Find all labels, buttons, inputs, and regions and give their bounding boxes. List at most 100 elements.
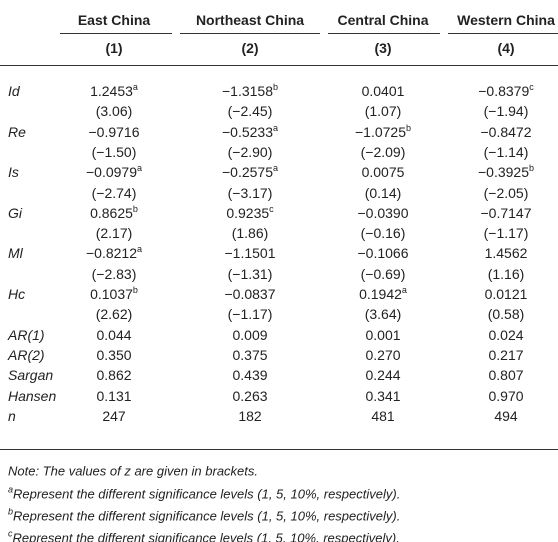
footnote-mark: a [8,484,14,495]
row-label: Hc [8,286,26,302]
row-label: AR(1) [8,326,45,343]
significance-mark: b [132,203,138,214]
row-label: n [8,407,16,424]
row-label: Hansen [8,387,57,404]
cell-value: 0.350 [96,346,132,363]
cell: (−2.09) [361,144,406,160]
cell: (1.07) [365,103,402,119]
header-bottom-rule [0,65,558,66]
cell-value: (2.17) [95,225,133,242]
cell-value: (−2.45) [227,103,273,120]
cell: −0.0837 [225,286,276,302]
cell-value: −0.5233 [221,123,273,140]
cell: −0.3925b [477,163,535,181]
cell: −0.0390 [358,205,409,221]
cell: (−2.45) [228,103,273,119]
column-number: (3) [374,40,392,56]
cell-value: 1.2453 [90,83,133,99]
cell: 0.1037b [90,285,138,303]
cell: (−0.16) [361,225,406,241]
cell: (−2.74) [92,185,137,201]
cell-value: (−1.50) [91,143,137,160]
cell: 1.2453a [90,83,138,100]
column-header: Northeast China [195,12,305,28]
cell: 0.009 [232,327,267,343]
cell-value: 0.217 [488,346,524,363]
cell-value: (−2.83) [91,265,137,282]
cell-value: −0.8212 [85,245,137,262]
column-number: (1) [105,40,123,56]
cell: −0.2575a [221,163,279,181]
cell-value: 0.0075 [361,164,405,181]
column-number: (4) [497,40,515,56]
footnote: aRepresent the different significance le… [8,484,401,502]
cell: 0.0121 [485,286,528,302]
cell: −0.8212a [85,244,143,262]
footnote-mark: b [8,506,14,517]
cell: −1.0725b [354,122,412,140]
significance-mark: b [528,163,535,174]
cell: 0.263 [232,388,267,404]
cell-value: 1.4562 [484,245,528,262]
cell-value: −0.3925 [477,164,529,181]
cell-value: (2.62) [95,306,133,323]
cell: (−3.17) [228,185,273,201]
cell-value: (−1.14) [483,143,529,160]
cell-value: (−2.90) [227,143,273,160]
row-label: Is [8,164,19,181]
cell: (2.17) [96,225,133,241]
footnote: bRepresent the different significance le… [8,506,400,524]
cell-value: 0.0401 [361,83,405,99]
cell-value: 0.1942 [359,286,402,302]
cell-value: −0.8379 [478,83,530,99]
cell-value: (1.16) [487,265,525,282]
cell: 247 [102,408,125,424]
significance-mark: a [401,285,407,295]
header-rule [448,33,558,34]
cell: (−1.17) [484,225,529,241]
cell-value: −0.8472 [480,123,532,140]
column-header: East China [77,12,151,28]
significance-mark: a [136,244,143,255]
cell-value: (−2.74) [91,184,137,201]
cell: 0.244 [365,367,400,383]
cell-value: 247 [102,407,126,424]
cell: 1.4562 [485,245,528,261]
cell-value: (1.86) [231,225,269,242]
cell-value: (−2.05) [483,184,529,201]
cell-value: (−0.69) [360,265,406,282]
cell-value: −1.0725 [354,123,406,140]
cell-value: 0.9235 [226,204,270,221]
column-header: Western China [457,12,555,28]
cell-value: −0.9716 [88,123,140,140]
cell: 0.862 [96,367,131,383]
significance-mark: b [405,122,412,133]
cell-value: 0.044 [96,326,132,343]
cell: (1.86) [232,225,269,241]
cell: 0.807 [488,367,523,383]
significance-mark: a [272,163,279,174]
significance-mark: b [272,82,279,92]
significance-mark: b [132,285,138,295]
cell: 0.9235c [226,204,273,221]
cell: −0.9716 [89,124,140,140]
cell: (−2.90) [228,144,273,160]
cell: 0.217 [488,347,523,363]
cell-value: −0.0390 [357,204,409,221]
cell-value: −0.1066 [357,245,409,262]
cell-value: 0.009 [232,326,268,343]
cell: 481 [371,408,394,424]
row-label: Ml [8,245,23,262]
footnote-text: Represent the different significance lev… [13,486,401,502]
cell-value: 0.263 [232,387,268,404]
cell-value: −0.2575 [221,164,273,181]
cell-value: 0.439 [232,367,268,384]
cell: −1.1501 [225,245,276,261]
cell-value: (−1.31) [227,265,273,282]
cell-value: (3.06) [95,103,133,120]
cell: 0.0401 [362,83,405,99]
cell: (−0.69) [361,266,406,282]
cell-value: 0.131 [96,387,132,404]
row-label: AR(2) [8,346,45,363]
